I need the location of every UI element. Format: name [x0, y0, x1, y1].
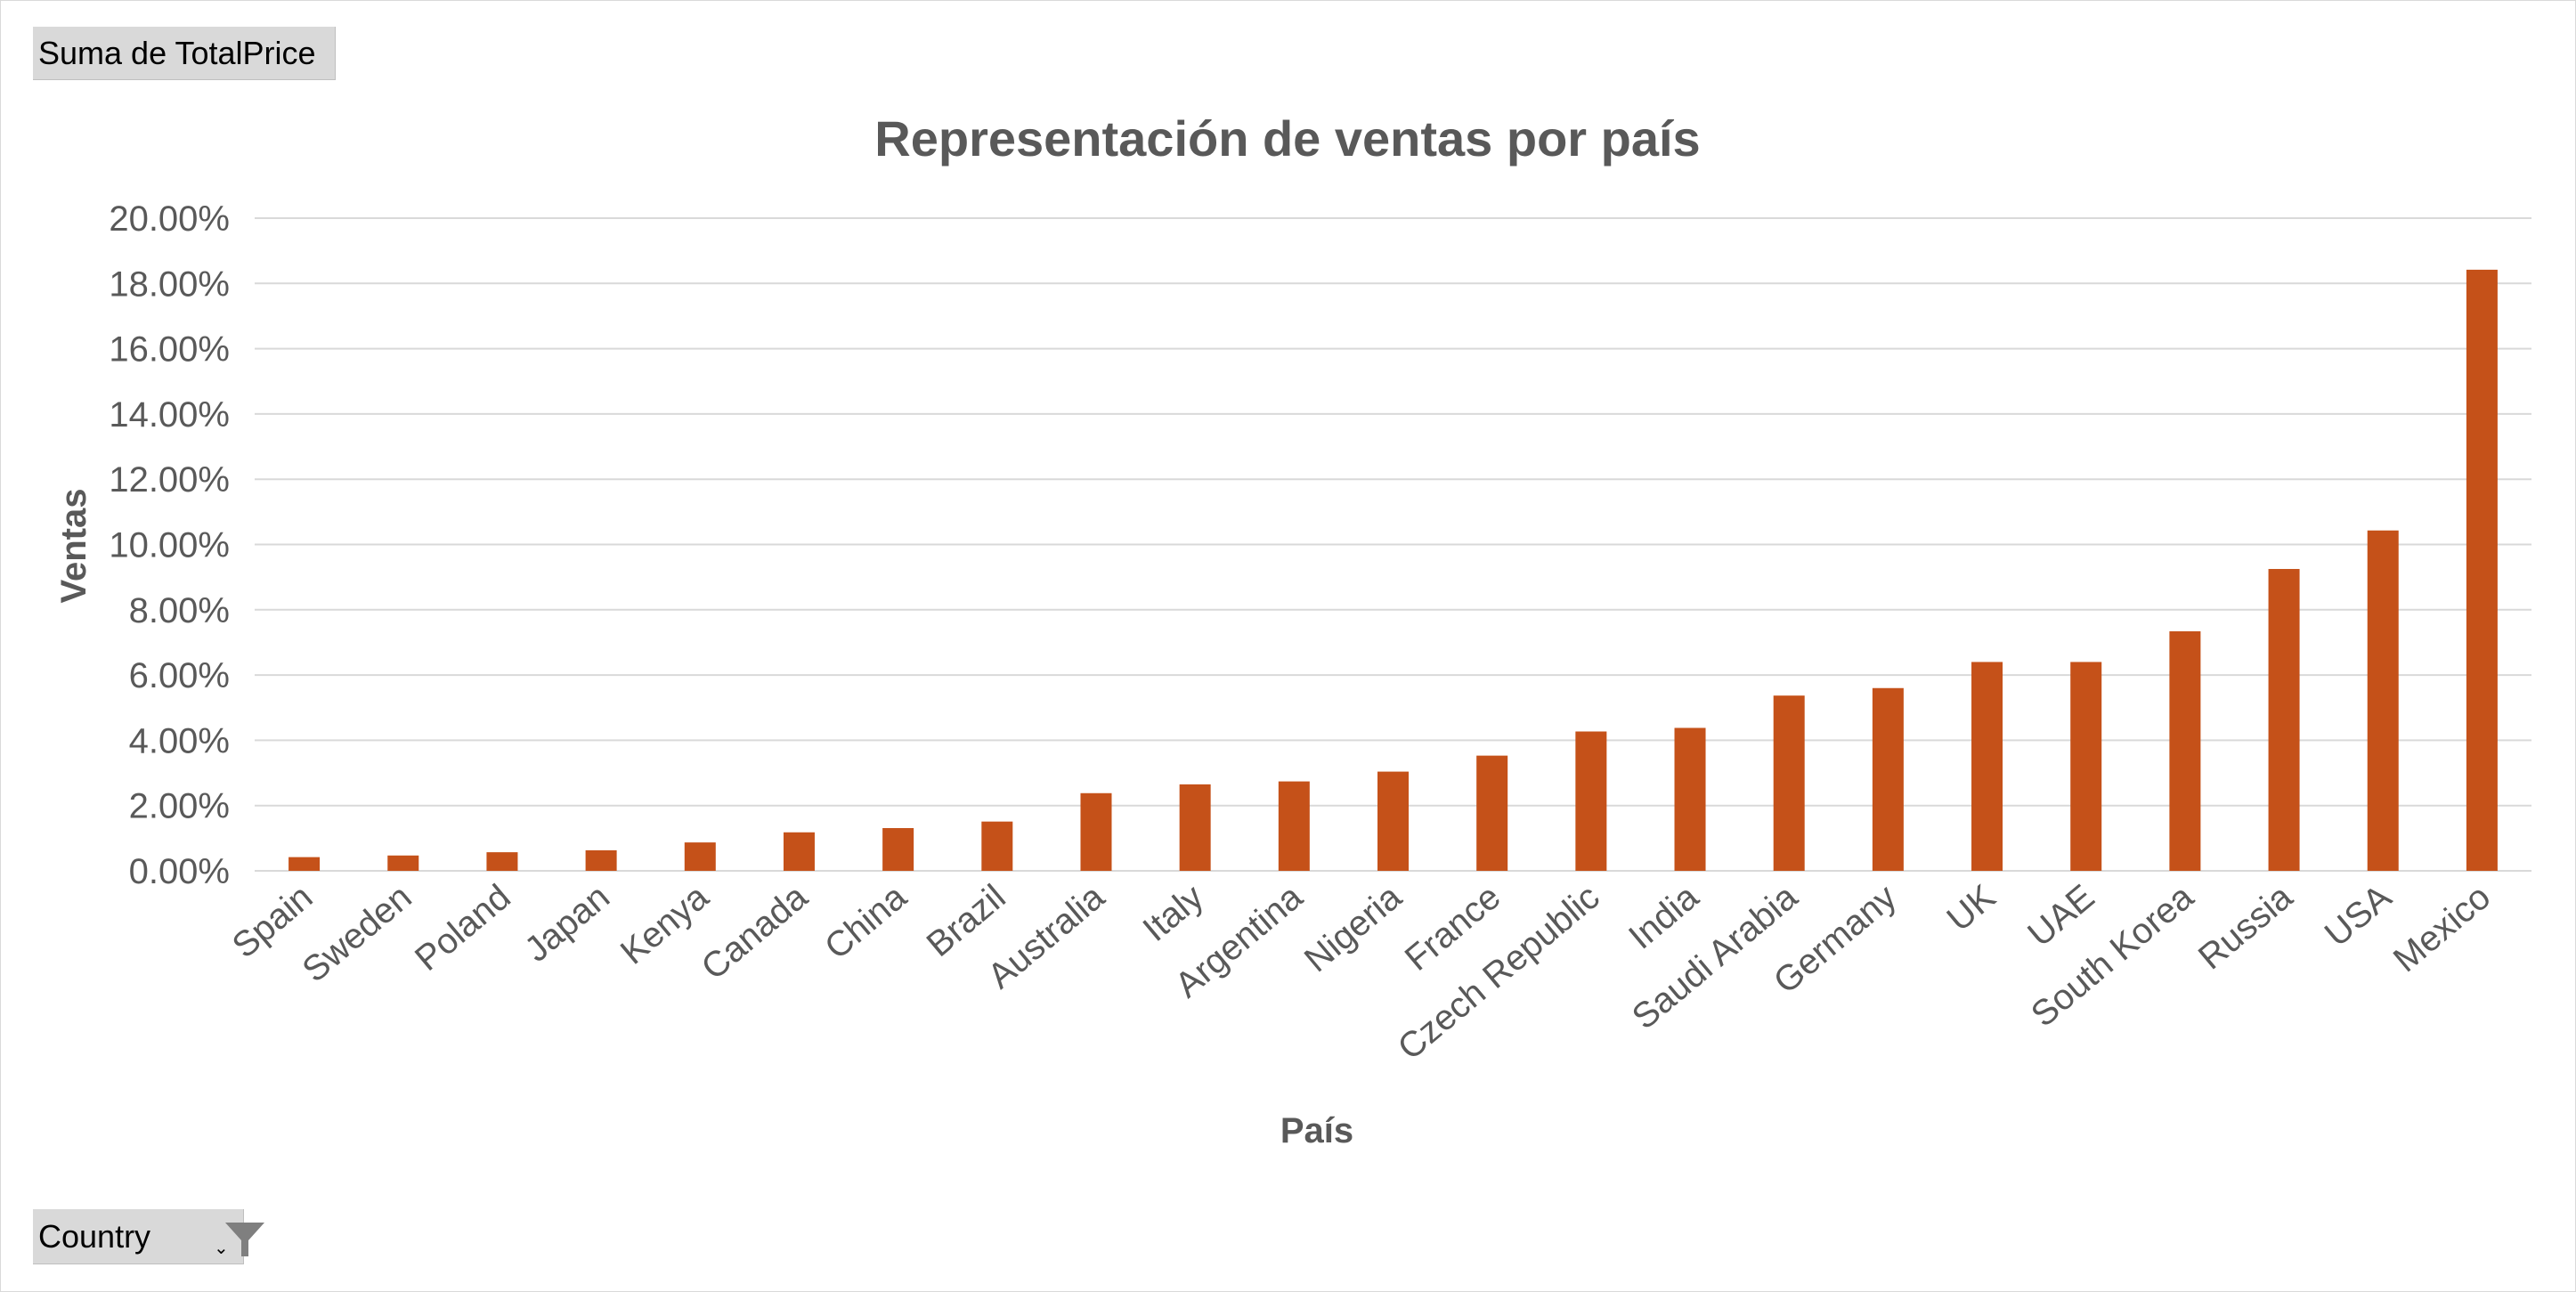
y-axis-title: Ventas [54, 489, 93, 604]
bar [387, 855, 419, 871]
bar [486, 852, 518, 871]
bar [2070, 662, 2102, 871]
bar [1872, 687, 1904, 871]
x-tick-label: USA [2318, 877, 2400, 955]
bar [1179, 784, 1211, 871]
bar [2169, 630, 2201, 871]
x-tick-label: Mexico [2386, 877, 2498, 979]
x-tick-label: Sweden [296, 877, 419, 990]
gridlines [255, 217, 2531, 872]
y-tick-label: 2.00% [129, 787, 230, 826]
y-tick-label: 12.00% [109, 460, 230, 500]
bar [1476, 755, 1508, 871]
bar [981, 821, 1013, 871]
bar [684, 842, 716, 871]
x-tick-label: UAE [2020, 877, 2101, 955]
y-tick-label: 6.00% [129, 656, 230, 695]
bar [2367, 530, 2399, 871]
funnel-filter-icon[interactable] [223, 1221, 266, 1260]
bar [2268, 568, 2300, 871]
x-tick-label: Poland [408, 877, 518, 979]
y-tick-label: 8.00% [129, 591, 230, 630]
y-tick-label: 20.00% [109, 199, 230, 239]
bar [1971, 662, 2003, 871]
bar [1278, 781, 1310, 871]
y-axis-ticks: 0.00% 2.00% 4.00% 6.00% 8.00% 10.00% 12.00% 14.… [109, 199, 230, 891]
x-tick-label: Nigeria [1297, 877, 1410, 980]
y-tick-label: 4.00% [129, 721, 230, 760]
bar [585, 849, 617, 871]
chart-title: Representación de ventas por país [874, 110, 1700, 167]
bar [1575, 731, 1607, 871]
value-field-button[interactable]: Suma de TotalPrice [33, 27, 336, 80]
y-tick-label: 10.00% [109, 526, 230, 565]
bar [1080, 792, 1112, 871]
bar [783, 832, 815, 871]
bar [1674, 727, 1706, 871]
x-tick-label: Canada [695, 877, 816, 987]
bar [1773, 695, 1805, 871]
x-tick-label: UK [1939, 877, 2003, 939]
y-tick-label: 14.00% [109, 395, 230, 435]
bar [2466, 269, 2498, 872]
x-tick-label: Italy [1135, 877, 1210, 949]
x-tick-label: Japan [517, 877, 617, 970]
y-tick-label: 18.00% [109, 264, 230, 304]
country-field-label: Country [38, 1217, 151, 1255]
x-tick-label: China [817, 877, 914, 967]
bar [288, 857, 321, 871]
bars [288, 269, 2498, 872]
x-tick-label: India [1621, 877, 1706, 957]
country-field-button[interactable]: Country ⌄ [33, 1209, 264, 1264]
y-tick-label: 16.00% [109, 330, 230, 370]
y-tick-label: 0.00% [129, 852, 230, 891]
x-axis-title: País [1280, 1111, 1353, 1150]
x-tick-label: Russia [2191, 877, 2301, 978]
value-field-label: Suma de TotalPrice [38, 34, 316, 71]
bar [1377, 771, 1409, 871]
bar [882, 827, 914, 871]
